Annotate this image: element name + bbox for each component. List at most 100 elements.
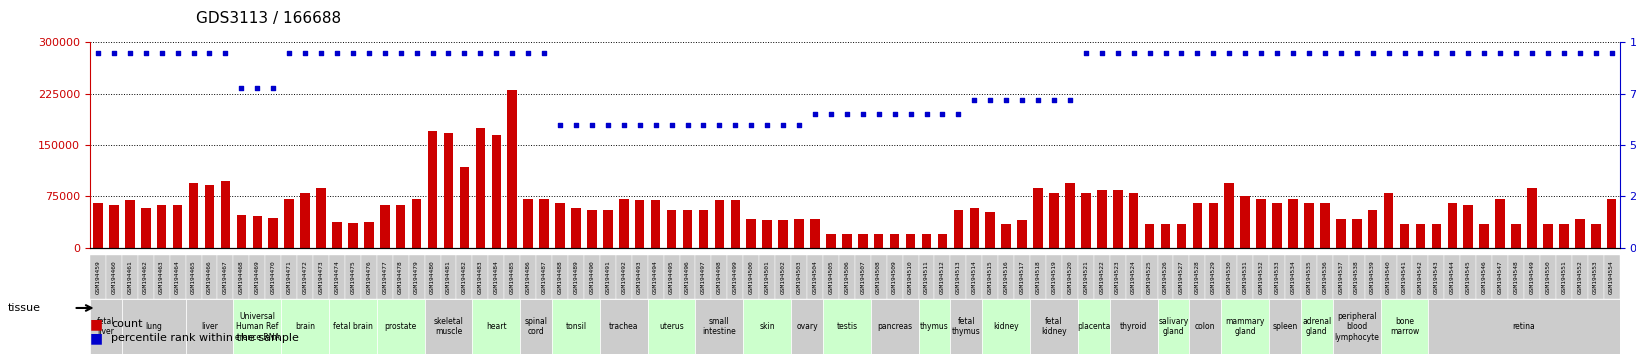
- Bar: [890, 234, 900, 248]
- Point: [1551, 50, 1577, 56]
- Point: [962, 97, 988, 103]
- Point: [596, 122, 622, 127]
- FancyBboxPatch shape: [376, 255, 393, 299]
- Bar: [124, 200, 134, 248]
- Point: [515, 50, 542, 56]
- Text: GSM194534: GSM194534: [1291, 260, 1296, 294]
- FancyBboxPatch shape: [551, 255, 568, 299]
- Text: GSM194497: GSM194497: [700, 260, 707, 294]
- FancyBboxPatch shape: [345, 255, 362, 299]
- Bar: [412, 199, 422, 248]
- FancyBboxPatch shape: [1270, 255, 1284, 299]
- Text: GSM194530: GSM194530: [1227, 260, 1232, 294]
- Point: [1407, 50, 1433, 56]
- Text: thyroid: thyroid: [1121, 322, 1147, 331]
- Text: GSM194490: GSM194490: [589, 260, 594, 294]
- Text: GSM194512: GSM194512: [941, 260, 946, 294]
- Text: GSM194529: GSM194529: [1211, 260, 1216, 294]
- Bar: [635, 200, 645, 248]
- Bar: [252, 216, 262, 248]
- Text: prostate: prostate: [384, 322, 417, 331]
- FancyBboxPatch shape: [648, 299, 695, 354]
- FancyBboxPatch shape: [1126, 255, 1142, 299]
- Text: GSM194526: GSM194526: [1163, 260, 1168, 294]
- Text: GSM194525: GSM194525: [1147, 260, 1152, 294]
- Text: GSM194464: GSM194464: [175, 260, 180, 294]
- Bar: [1351, 219, 1361, 248]
- Point: [532, 50, 558, 56]
- FancyBboxPatch shape: [807, 255, 823, 299]
- FancyBboxPatch shape: [1062, 255, 1078, 299]
- Point: [180, 50, 206, 56]
- Bar: [524, 199, 533, 248]
- Bar: [1112, 190, 1122, 248]
- FancyBboxPatch shape: [234, 255, 249, 299]
- Text: GSM194542: GSM194542: [1418, 260, 1423, 294]
- Text: percentile rank within the sample: percentile rank within the sample: [111, 333, 299, 343]
- Point: [1440, 50, 1466, 56]
- FancyBboxPatch shape: [473, 255, 488, 299]
- Point: [1328, 50, 1355, 56]
- Bar: [1034, 188, 1042, 248]
- Point: [1376, 50, 1402, 56]
- FancyBboxPatch shape: [1428, 255, 1445, 299]
- FancyBboxPatch shape: [648, 255, 664, 299]
- Point: [563, 122, 589, 127]
- Point: [785, 122, 811, 127]
- FancyBboxPatch shape: [137, 255, 154, 299]
- Point: [244, 85, 270, 91]
- Text: GSM194478: GSM194478: [398, 260, 402, 294]
- Text: GSM194465: GSM194465: [191, 260, 196, 294]
- Text: GSM194550: GSM194550: [1546, 260, 1551, 294]
- Bar: [1337, 219, 1345, 248]
- FancyBboxPatch shape: [951, 255, 967, 299]
- FancyBboxPatch shape: [982, 299, 1031, 354]
- Text: GSM194469: GSM194469: [255, 260, 260, 294]
- Point: [1343, 50, 1369, 56]
- FancyBboxPatch shape: [1284, 255, 1301, 299]
- Text: GSM194520: GSM194520: [1067, 260, 1073, 294]
- FancyBboxPatch shape: [1109, 299, 1158, 354]
- Bar: [826, 234, 836, 248]
- Bar: [1495, 199, 1505, 248]
- Bar: [1001, 224, 1011, 248]
- FancyBboxPatch shape: [1206, 255, 1222, 299]
- FancyBboxPatch shape: [870, 299, 918, 354]
- Text: GSM194516: GSM194516: [1003, 260, 1009, 294]
- Bar: [365, 222, 373, 248]
- Point: [546, 122, 573, 127]
- Bar: [380, 205, 389, 248]
- Text: lung: lung: [146, 322, 162, 331]
- Point: [1057, 97, 1083, 103]
- Text: spinal
cord: spinal cord: [525, 317, 548, 336]
- Bar: [93, 203, 103, 248]
- FancyBboxPatch shape: [759, 255, 775, 299]
- Bar: [507, 90, 517, 248]
- Bar: [1512, 224, 1521, 248]
- Point: [721, 122, 748, 127]
- Text: GSM194547: GSM194547: [1497, 260, 1502, 294]
- Bar: [1400, 224, 1409, 248]
- Text: GSM194501: GSM194501: [764, 260, 769, 294]
- Text: GSM194508: GSM194508: [877, 260, 882, 294]
- Text: GSM194463: GSM194463: [159, 260, 164, 294]
- Point: [1598, 50, 1625, 56]
- FancyBboxPatch shape: [520, 299, 551, 354]
- Bar: [1479, 224, 1489, 248]
- Point: [291, 50, 317, 56]
- Point: [165, 50, 191, 56]
- Text: GSM194544: GSM194544: [1449, 260, 1454, 294]
- Point: [610, 122, 636, 127]
- Text: GSM194494: GSM194494: [653, 260, 658, 294]
- Text: GSM194485: GSM194485: [510, 260, 515, 294]
- Text: GSM194493: GSM194493: [636, 260, 643, 294]
- FancyBboxPatch shape: [823, 255, 839, 299]
- Bar: [793, 219, 803, 248]
- FancyBboxPatch shape: [1492, 255, 1508, 299]
- FancyBboxPatch shape: [1508, 255, 1525, 299]
- Text: GSM194531: GSM194531: [1243, 260, 1248, 294]
- FancyBboxPatch shape: [281, 299, 329, 354]
- Text: GSM194533: GSM194533: [1274, 260, 1279, 294]
- Text: GSM194521: GSM194521: [1083, 260, 1088, 294]
- Bar: [1559, 224, 1569, 248]
